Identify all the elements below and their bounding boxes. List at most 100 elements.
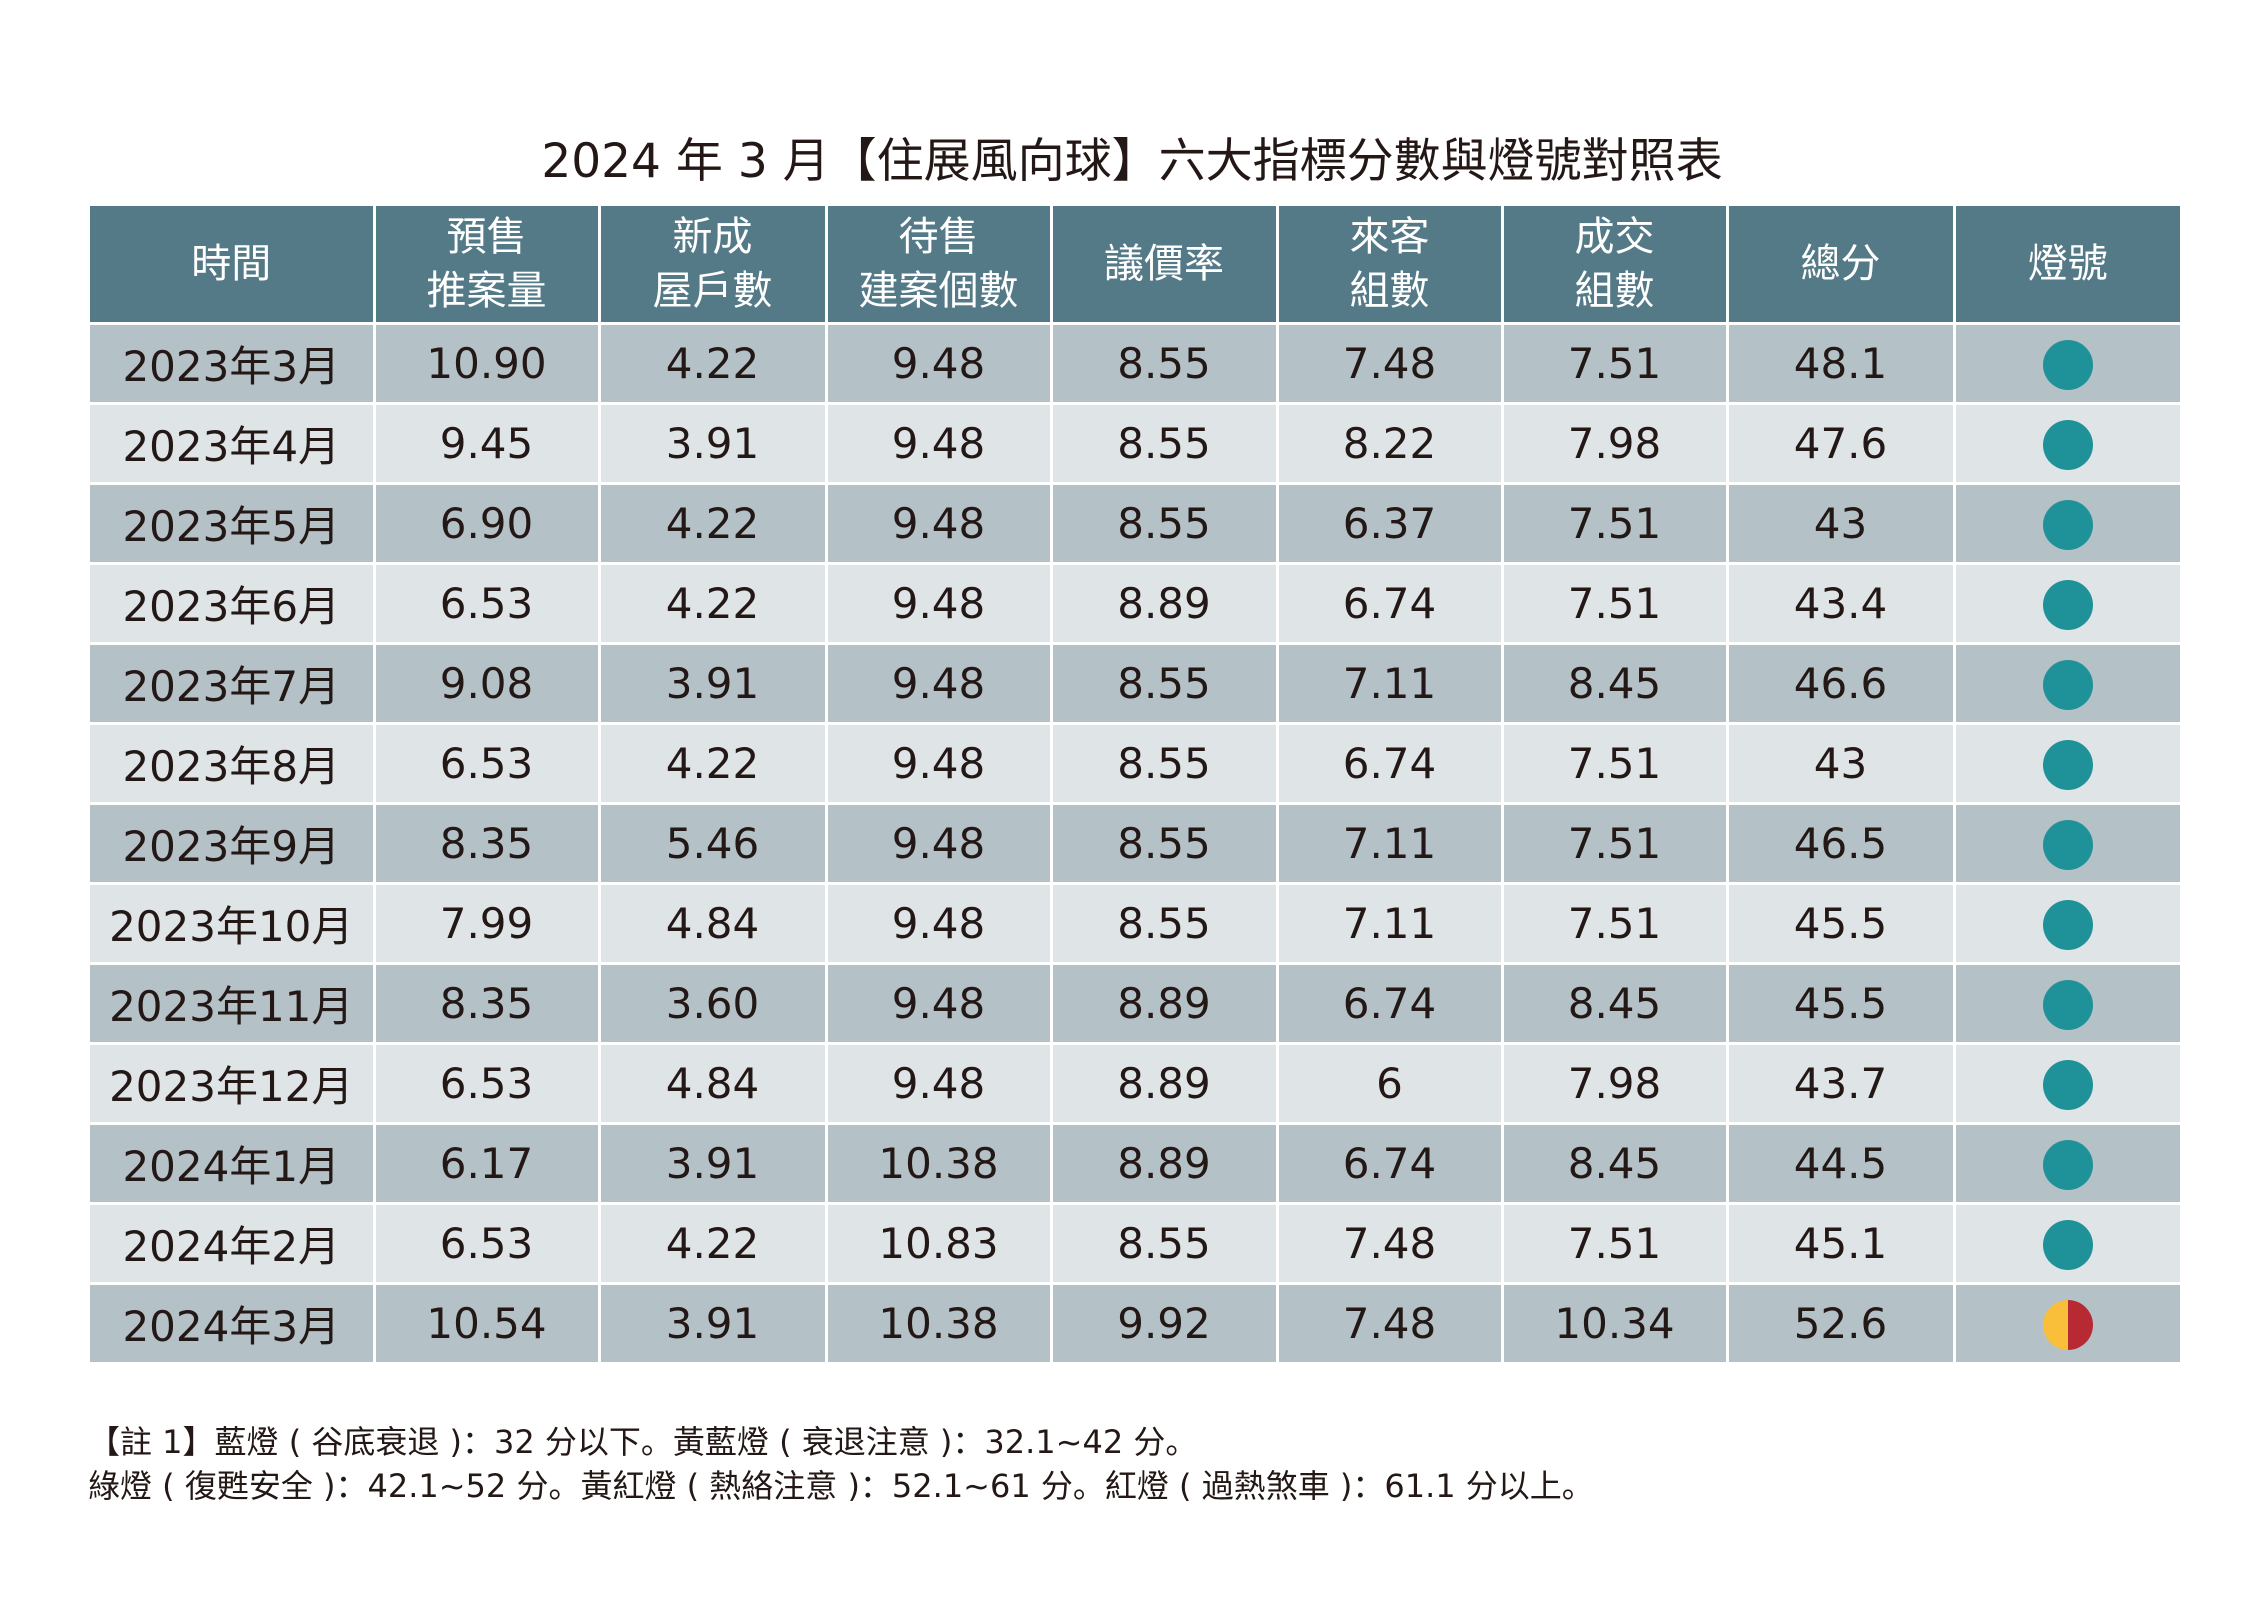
score-cell: 8.55 bbox=[1049, 322, 1279, 405]
column-header-line: 成交 bbox=[1574, 214, 1655, 260]
score-cell: 6.53 bbox=[372, 1042, 601, 1125]
score-cell: 7.51 bbox=[1500, 882, 1729, 965]
table-row: 2023年7月 9.08 3.91 9.48 8.55 7.11 8.45 46.6 bbox=[90, 642, 2180, 725]
total-score-cell: 48.1 bbox=[1725, 322, 1956, 405]
score-cell: 7.48 bbox=[1275, 1282, 1504, 1365]
table-row: 2023年12月 6.53 4.84 9.48 8.89 6 7.98 43.7 bbox=[90, 1042, 2180, 1125]
score-cell: 8.55 bbox=[1049, 642, 1279, 725]
score-cell: 3.91 bbox=[597, 1122, 828, 1205]
column-header: 來客 組數 bbox=[1275, 206, 1504, 325]
score-cell: 8.55 bbox=[1049, 802, 1279, 885]
score-cell: 8.45 bbox=[1500, 962, 1729, 1045]
score-cell: 9.48 bbox=[824, 882, 1053, 965]
score-cell: 8.89 bbox=[1049, 1122, 1279, 1205]
score-cell: 9.48 bbox=[824, 642, 1053, 725]
score-cell: 6.37 bbox=[1275, 482, 1504, 565]
score-cell: 4.22 bbox=[597, 322, 828, 405]
signal-cell bbox=[1952, 562, 2180, 645]
green-light-icon bbox=[2042, 659, 2093, 710]
footnote-line: 【註 1】藍燈 ( 谷底衰退 )：32 分以下。黃藍燈 ( 衰退注意 )：32.… bbox=[88, 1423, 1198, 1461]
score-cell: 7.48 bbox=[1275, 322, 1504, 405]
score-cell: 7.51 bbox=[1500, 722, 1729, 805]
score-cell: 4.22 bbox=[597, 1202, 828, 1285]
signal-cell bbox=[1952, 1202, 2180, 1285]
green-light-icon bbox=[2042, 339, 2093, 390]
column-header-line: 屋戶數 bbox=[652, 268, 773, 314]
score-cell: 8.35 bbox=[372, 962, 601, 1045]
total-score-cell: 44.5 bbox=[1725, 1122, 1956, 1205]
green-light-icon bbox=[2042, 979, 2093, 1030]
score-cell: 5.46 bbox=[597, 802, 828, 885]
score-cell: 8.89 bbox=[1049, 1042, 1279, 1125]
table-row: 2024年1月 6.17 3.91 10.38 8.89 6.74 8.45 44.5 bbox=[90, 1122, 2180, 1205]
signal-cell bbox=[1952, 802, 2180, 885]
time-cell: 2023年11月 bbox=[90, 962, 376, 1045]
column-header-line: 建案個數 bbox=[858, 268, 1019, 314]
green-light-icon bbox=[2042, 1059, 2093, 1110]
score-cell: 8.55 bbox=[1049, 722, 1279, 805]
signal-cell bbox=[1952, 482, 2180, 565]
score-cell: 7.11 bbox=[1275, 642, 1504, 725]
score-cell: 8.55 bbox=[1049, 482, 1279, 565]
score-cell: 9.48 bbox=[824, 722, 1053, 805]
score-cell: 8.55 bbox=[1049, 1202, 1279, 1285]
indicator-table: 時間 預售 推案量 新成 屋戶數 待售 建案個數 議價率 來客 組數 成交 組數 總分 燈號 2023年3… bbox=[90, 206, 2180, 1365]
total-score-cell: 47.6 bbox=[1725, 402, 1956, 485]
score-cell: 6.17 bbox=[372, 1122, 601, 1205]
green-light-icon bbox=[2042, 1219, 2093, 1270]
table-row: 2024年2月 6.53 4.22 10.83 8.55 7.48 7.51 45.1 bbox=[90, 1202, 2180, 1285]
score-cell: 3.91 bbox=[597, 642, 828, 725]
total-score-cell: 45.5 bbox=[1725, 962, 1956, 1045]
total-score-cell: 45.1 bbox=[1725, 1202, 1956, 1285]
signal-cell bbox=[1952, 882, 2180, 965]
column-header: 新成 屋戶數 bbox=[597, 206, 828, 325]
column-header-line: 時間 bbox=[191, 241, 272, 287]
column-header-line: 燈號 bbox=[2027, 241, 2108, 287]
score-cell: 9.48 bbox=[824, 802, 1053, 885]
score-cell: 6.53 bbox=[372, 1202, 601, 1285]
signal-cell bbox=[1952, 1042, 2180, 1125]
time-cell: 2023年8月 bbox=[90, 722, 376, 805]
score-cell: 10.34 bbox=[1500, 1282, 1729, 1365]
score-cell: 9.48 bbox=[824, 962, 1053, 1045]
column-header-line: 來客 bbox=[1349, 214, 1430, 260]
score-cell: 8.55 bbox=[1049, 402, 1279, 485]
score-cell: 10.90 bbox=[372, 322, 601, 405]
score-cell: 6.53 bbox=[372, 722, 601, 805]
score-cell: 7.99 bbox=[372, 882, 601, 965]
table-row: 2024年3月 10.54 3.91 10.38 9.92 7.48 10.34 52.6 bbox=[90, 1282, 2180, 1365]
score-cell: 7.51 bbox=[1500, 562, 1729, 645]
time-cell: 2023年5月 bbox=[90, 482, 376, 565]
score-cell: 8.89 bbox=[1049, 562, 1279, 645]
score-cell: 7.51 bbox=[1500, 482, 1729, 565]
table-row: 2023年5月 6.90 4.22 9.48 8.55 6.37 7.51 43 bbox=[90, 482, 2180, 565]
time-cell: 2023年4月 bbox=[90, 402, 376, 485]
score-cell: 9.48 bbox=[824, 322, 1053, 405]
time-cell: 2023年3月 bbox=[90, 322, 376, 405]
score-cell: 6.74 bbox=[1275, 1122, 1504, 1205]
signal-cell bbox=[1952, 722, 2180, 805]
score-cell: 6.90 bbox=[372, 482, 601, 565]
green-light-icon bbox=[2042, 419, 2093, 470]
table-row: 2023年4月 9.45 3.91 9.48 8.55 8.22 7.98 47.6 bbox=[90, 402, 2180, 485]
score-cell: 3.91 bbox=[597, 402, 828, 485]
score-cell: 6.74 bbox=[1275, 722, 1504, 805]
score-cell: 6.74 bbox=[1275, 562, 1504, 645]
score-cell: 8.45 bbox=[1500, 642, 1729, 725]
table-row: 2023年10月 7.99 4.84 9.48 8.55 7.11 7.51 45.5 bbox=[90, 882, 2180, 965]
score-cell: 8.35 bbox=[372, 802, 601, 885]
signal-cell bbox=[1952, 402, 2180, 485]
column-header: 議價率 bbox=[1049, 206, 1279, 325]
header-row: 時間 預售 推案量 新成 屋戶數 待售 建案個數 議價率 來客 組數 成交 組數 總分 燈號 bbox=[90, 206, 2180, 325]
time-cell: 2024年2月 bbox=[90, 1202, 376, 1285]
score-cell: 6 bbox=[1275, 1042, 1504, 1125]
score-cell: 7.98 bbox=[1500, 402, 1729, 485]
score-cell: 8.89 bbox=[1049, 962, 1279, 1045]
table-row: 2023年9月 8.35 5.46 9.48 8.55 7.11 7.51 46.5 bbox=[90, 802, 2180, 885]
table-row: 2023年3月 10.90 4.22 9.48 8.55 7.48 7.51 48.1 bbox=[90, 322, 2180, 405]
column-header: 燈號 bbox=[1952, 206, 2180, 325]
score-cell: 9.45 bbox=[372, 402, 601, 485]
green-light-icon bbox=[2042, 899, 2093, 950]
score-cell: 9.48 bbox=[824, 562, 1053, 645]
column-header: 成交 組數 bbox=[1500, 206, 1729, 325]
